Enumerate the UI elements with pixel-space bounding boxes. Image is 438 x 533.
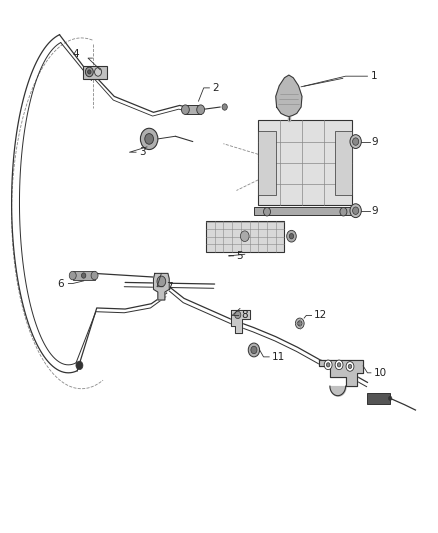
Text: 1: 1 [371, 71, 378, 81]
Circle shape [353, 138, 359, 146]
Circle shape [85, 67, 93, 77]
Circle shape [251, 346, 257, 354]
Text: 4: 4 [73, 49, 79, 59]
Circle shape [340, 207, 347, 216]
Circle shape [348, 365, 352, 368]
Circle shape [88, 70, 91, 74]
Text: 8: 8 [242, 310, 248, 320]
Circle shape [297, 321, 302, 326]
Circle shape [353, 207, 359, 214]
Circle shape [287, 230, 296, 242]
Circle shape [235, 311, 241, 319]
Text: 11: 11 [272, 352, 286, 362]
Circle shape [222, 104, 227, 110]
Circle shape [350, 204, 361, 217]
Text: 9: 9 [371, 206, 378, 216]
Text: 6: 6 [57, 279, 64, 288]
Circle shape [289, 233, 293, 239]
Circle shape [346, 362, 354, 371]
Polygon shape [231, 310, 250, 333]
Bar [185, 106, 201, 114]
Text: 9: 9 [371, 136, 378, 147]
Bar [254, 207, 357, 215]
Polygon shape [153, 273, 169, 300]
Text: 10: 10 [374, 368, 387, 378]
Circle shape [335, 360, 343, 369]
Text: 12: 12 [314, 310, 328, 320]
Circle shape [337, 363, 341, 367]
Circle shape [350, 135, 361, 149]
Circle shape [264, 207, 271, 216]
Circle shape [197, 105, 205, 115]
Circle shape [181, 105, 189, 115]
Polygon shape [319, 360, 363, 386]
Circle shape [389, 396, 392, 400]
Circle shape [91, 271, 98, 280]
Text: 7: 7 [166, 282, 173, 292]
Bar [206, 221, 284, 252]
Circle shape [248, 343, 260, 357]
Bar [258, 131, 276, 195]
Circle shape [145, 134, 153, 144]
Circle shape [326, 363, 330, 367]
Bar [367, 393, 390, 403]
Circle shape [157, 276, 166, 287]
Text: 5: 5 [237, 251, 243, 261]
Circle shape [69, 271, 76, 280]
Circle shape [81, 273, 86, 278]
Circle shape [295, 318, 304, 329]
Text: 2: 2 [212, 83, 219, 93]
Polygon shape [276, 75, 302, 117]
Circle shape [240, 231, 249, 241]
Text: 3: 3 [140, 147, 146, 157]
Bar [83, 66, 107, 79]
Bar [335, 131, 352, 195]
Bar [258, 120, 352, 205]
Circle shape [76, 361, 83, 370]
Circle shape [324, 360, 332, 369]
Circle shape [141, 128, 158, 150]
Bar [73, 271, 95, 280]
Circle shape [95, 68, 102, 76]
